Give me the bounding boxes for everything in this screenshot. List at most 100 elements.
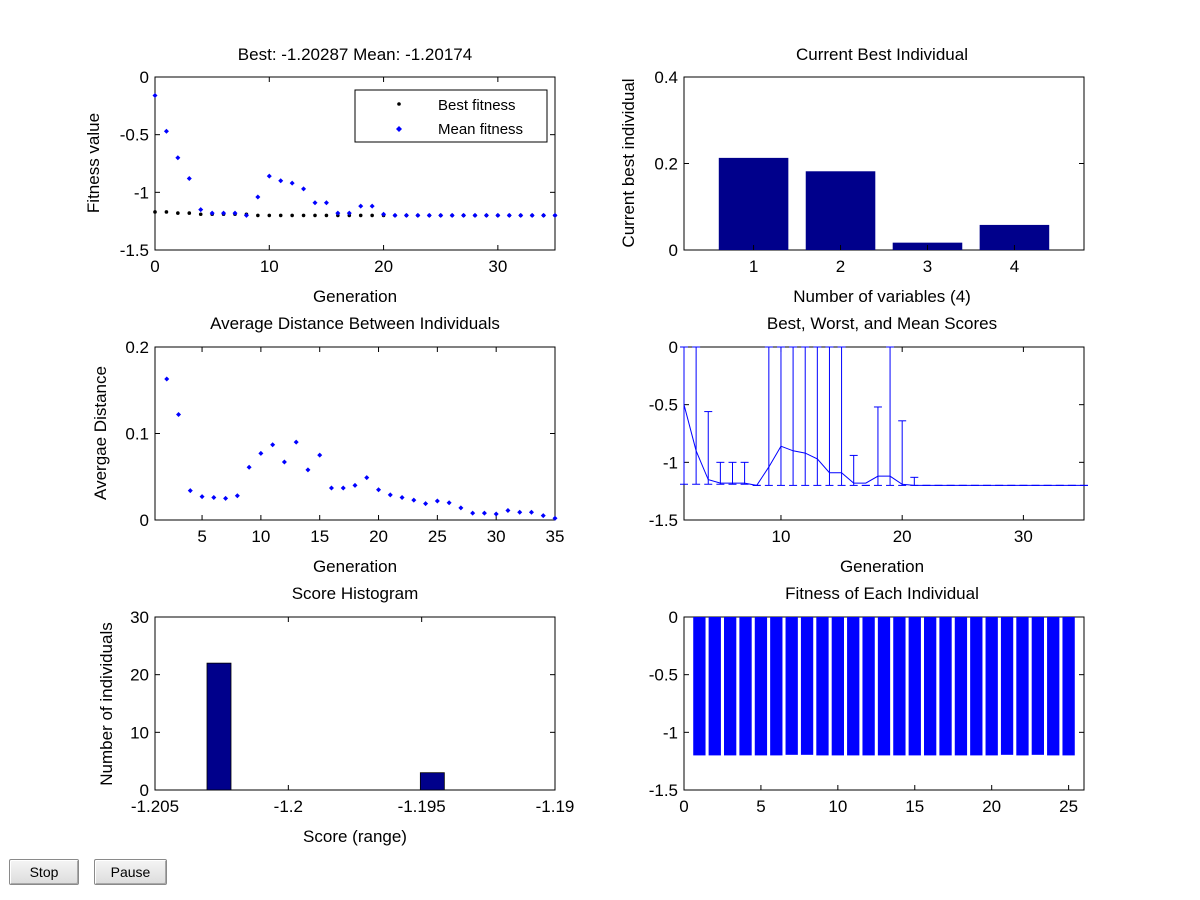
avg-distance-xlabel: Generation — [313, 557, 397, 576]
y-tick-label: 30 — [130, 608, 149, 627]
x-tick-label: 25 — [1059, 797, 1078, 816]
y-tick-label: -0.5 — [649, 666, 678, 685]
mean-fitness-point — [346, 210, 352, 216]
x-tick-label: 10 — [828, 797, 847, 816]
x-tick-label: 25 — [428, 527, 447, 546]
y-tick-label: -1 — [663, 453, 678, 472]
pause-button[interactable]: Pause — [94, 859, 167, 885]
best-fitness-point — [256, 213, 260, 218]
mean-fitness-point — [198, 207, 204, 213]
mean-fitness-point — [381, 211, 387, 217]
mean-fitness-point — [289, 180, 295, 186]
best-fitness-point — [267, 213, 272, 218]
avg-distance-point — [281, 459, 287, 465]
x-tick-label: 20 — [893, 527, 912, 546]
x-tick-label: -1.19 — [536, 797, 575, 816]
y-tick-label: 10 — [130, 723, 149, 742]
mean-fitness-point — [312, 200, 318, 206]
avg-distance-panel: Average Distance Between Individuals Gen… — [91, 314, 564, 576]
mean-fitness-point — [255, 194, 261, 200]
current-best-panel: Current Best Individual Number of variab… — [619, 45, 1085, 306]
variable-bar — [805, 171, 876, 250]
individual-fitness-title: Fitness of Each Individual — [785, 584, 979, 603]
x-tick-label: 10 — [772, 527, 791, 546]
individual-fitness-bar — [985, 617, 998, 756]
stop-button[interactable]: Stop — [9, 859, 79, 885]
axes-box — [154, 346, 556, 521]
x-tick-label: 20 — [369, 527, 388, 546]
avg-distance-point — [481, 510, 487, 516]
x-tick-label: 35 — [546, 527, 565, 546]
fitness-legend: Best fitness Mean fitness — [354, 89, 548, 143]
avg-distance-point — [352, 482, 358, 488]
mean-fitness-point — [278, 178, 284, 184]
histogram-panel: Score Histogram Score (range) Number of … — [97, 584, 574, 846]
avg-distance-point — [434, 498, 440, 504]
x-tick-label: 5 — [756, 797, 765, 816]
individual-fitness-bar — [831, 617, 844, 756]
histogram-ylabel: Number of individuals — [97, 622, 116, 785]
best-fitness-point — [301, 213, 306, 218]
individual-fitness-bar — [724, 617, 737, 756]
axes-box — [683, 346, 1085, 521]
avg-distance-point — [211, 495, 217, 501]
mean-fitness-point — [518, 212, 524, 218]
legend-box — [354, 89, 548, 143]
fitness-panel: Best: -1.20287 Mean: -1.20174 Generation… — [84, 45, 558, 306]
individual-fitness-bar — [693, 617, 706, 756]
avg-distance-point — [399, 495, 405, 501]
individual-fitness-bar — [1000, 617, 1014, 755]
individual-fitness-bar — [739, 617, 752, 756]
y-tick-label: -0.5 — [120, 126, 149, 145]
individual-fitness-bar — [770, 617, 783, 756]
mean-fitness-point — [232, 210, 238, 216]
mean-fitness-point — [301, 186, 307, 192]
individual-fitness-bar — [924, 617, 937, 756]
mean-fitness-point — [152, 92, 158, 98]
x-tick-label: 3 — [923, 257, 932, 276]
avg-distance-point — [552, 515, 558, 521]
avg-distance-point — [258, 450, 264, 456]
x-tick-label: 30 — [487, 527, 506, 546]
individual-fitness-bar — [1016, 617, 1029, 756]
avg-distance-point — [234, 493, 240, 499]
avg-distance-point — [493, 511, 499, 517]
x-tick-label: 20 — [982, 797, 1001, 816]
avg-distance-point — [328, 485, 334, 491]
mean-fitness-point — [369, 203, 375, 209]
y-tick-label: 0 — [140, 781, 149, 800]
x-tick-label: 4 — [1010, 257, 1019, 276]
avg-distance-point — [423, 501, 429, 507]
individual-fitness-bar — [893, 617, 906, 756]
avg-distance-point — [387, 492, 393, 498]
individual-fitness-bar — [954, 617, 968, 756]
x-tick-label: -1.195 — [398, 797, 446, 816]
mean-fitness-point — [552, 212, 558, 218]
individual-fitness-bar — [816, 617, 829, 756]
individual-fitness-bar — [939, 617, 952, 756]
mean-fitness-point — [266, 173, 272, 179]
individual-fitness-bar — [785, 617, 798, 755]
best-fitness-point — [358, 213, 363, 218]
individual-fitness-bar — [877, 617, 891, 756]
avg-distance-point — [317, 452, 323, 458]
mean-fitness-point — [426, 212, 432, 218]
individual-fitness-bar — [862, 617, 875, 756]
avg-distance-title: Average Distance Between Individuals — [210, 314, 500, 333]
mean-fitness-point — [449, 212, 455, 218]
individual-fitness-bar — [754, 617, 768, 756]
current-best-xlabel: Number of variables (4) — [793, 287, 971, 306]
histogram-bar — [206, 662, 232, 791]
avg-distance-point — [223, 495, 229, 501]
y-tick-label: -1.5 — [120, 241, 149, 260]
x-tick-label: -1.205 — [131, 797, 179, 816]
avg-distance-point — [505, 507, 511, 513]
x-tick-label: 1 — [749, 257, 758, 276]
y-tick-label: 0.2 — [654, 155, 678, 174]
current-best-title: Current Best Individual — [796, 45, 968, 64]
mean-fitness-point — [392, 212, 398, 218]
y-tick-label: 0.2 — [125, 338, 149, 357]
best-fitness-point — [290, 213, 294, 218]
individual-fitness-bar — [1062, 617, 1075, 756]
